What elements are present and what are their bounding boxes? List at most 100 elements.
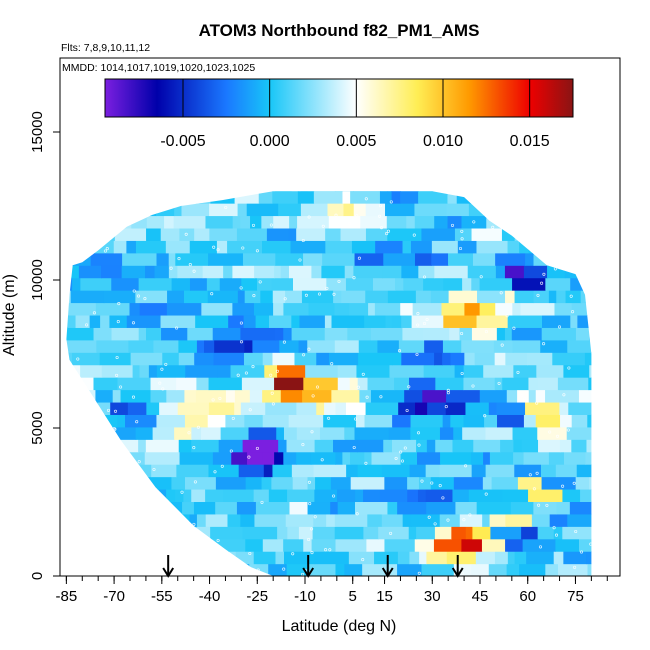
heat-cell — [242, 439, 251, 453]
heat-cell — [244, 339, 253, 353]
heat-cell — [442, 414, 451, 428]
sample-point — [112, 463, 116, 467]
heat-cell — [206, 277, 221, 291]
heat-cell — [117, 414, 126, 428]
heat-cell — [357, 377, 369, 391]
sample-point — [115, 373, 119, 377]
heat-cell — [253, 488, 270, 503]
heat-cell — [271, 277, 294, 291]
sample-point — [90, 234, 94, 238]
heat-cell — [189, 240, 218, 254]
heat-cell — [294, 352, 317, 366]
heat-cell — [555, 538, 580, 552]
sample-point — [103, 249, 107, 253]
heat-cell — [243, 352, 264, 366]
x-axis: -85 -70 -55 -40 -25 -10 5 15 30 45 60 75 — [56, 576, 608, 605]
sample-point — [483, 414, 487, 418]
heat-cell — [511, 203, 548, 217]
heat-cell — [553, 526, 563, 540]
heat-cell — [552, 227, 584, 241]
heat-cell — [467, 265, 497, 279]
heat-cell — [414, 538, 435, 552]
sample-point — [572, 481, 576, 485]
heat-cell — [567, 191, 578, 204]
heat-cell — [448, 290, 478, 304]
heat-cell — [264, 364, 278, 378]
heat-cell — [476, 314, 509, 328]
heat-cell — [109, 314, 128, 328]
heat-cell — [145, 265, 156, 279]
heat-cell — [184, 476, 217, 490]
heat-cell — [252, 339, 280, 353]
heat-cell — [262, 451, 275, 465]
heat-cell — [305, 364, 339, 378]
chart-title: ATOM3 Northbound f82_PM1_AMS — [199, 21, 480, 40]
heat-cell — [148, 538, 175, 552]
heat-cell — [124, 501, 146, 515]
heat-cell — [571, 439, 588, 453]
y-axis-label: Altitude (m) — [1, 274, 18, 356]
heat-cell — [154, 265, 170, 279]
heat-cell — [110, 401, 129, 415]
sample-point — [105, 247, 109, 251]
heat-cell — [354, 426, 390, 440]
heat-cell — [168, 252, 176, 266]
heat-cell — [66, 265, 80, 279]
heat-cell — [535, 414, 561, 428]
heat-cell — [387, 227, 423, 241]
heat-cell — [418, 476, 432, 490]
sample-point — [347, 222, 352, 226]
heat-cell — [291, 464, 315, 478]
sample-point — [460, 371, 464, 376]
heat-cell — [475, 191, 510, 204]
heat-cell — [463, 377, 496, 391]
heat-cell — [200, 538, 212, 552]
sample-point — [76, 474, 80, 478]
heat-cell — [66, 339, 97, 353]
sample-point — [270, 391, 274, 395]
heat-cell — [500, 439, 514, 453]
sample-point — [468, 513, 472, 517]
sample-point — [196, 425, 200, 429]
sample-point — [324, 548, 328, 552]
heat-cell — [156, 364, 186, 378]
sample-point — [355, 512, 359, 516]
heat-cell — [395, 277, 404, 291]
heat-cell — [387, 501, 398, 515]
heat-cell — [86, 227, 116, 241]
sample-point — [317, 292, 322, 296]
heat-cell — [509, 215, 539, 229]
heat-cell — [552, 352, 586, 366]
heat-cell — [66, 215, 86, 229]
heat-cell — [151, 488, 160, 503]
heat-cell — [400, 302, 414, 316]
heat-cell — [298, 526, 314, 540]
heat-cell — [439, 426, 454, 440]
heat-cell — [522, 538, 556, 552]
heat-cell — [496, 327, 506, 341]
heat-cell — [535, 389, 546, 403]
sample-point — [135, 213, 139, 217]
heat-cell — [418, 265, 435, 279]
heat-cell — [103, 290, 136, 304]
heat-cell — [70, 290, 105, 304]
heat-cell — [452, 488, 470, 503]
heat-cell — [471, 277, 481, 291]
heat-cell — [206, 551, 229, 565]
heat-cell — [243, 314, 257, 328]
heat-cell — [562, 488, 581, 503]
colorbar-gradient — [104, 78, 574, 118]
heat-cell — [242, 526, 278, 540]
heat-cell — [534, 191, 545, 192]
heat-cell — [385, 314, 393, 328]
sample-point — [187, 431, 191, 435]
heat-cell — [566, 426, 592, 440]
heat-cell — [344, 563, 363, 576]
heat-cell — [403, 277, 424, 291]
heat-cell — [479, 302, 496, 316]
sample-point — [379, 226, 384, 230]
sample-point — [557, 211, 561, 215]
sample-point — [441, 496, 445, 500]
heat-cell — [472, 526, 492, 540]
heat-cell — [533, 252, 566, 266]
